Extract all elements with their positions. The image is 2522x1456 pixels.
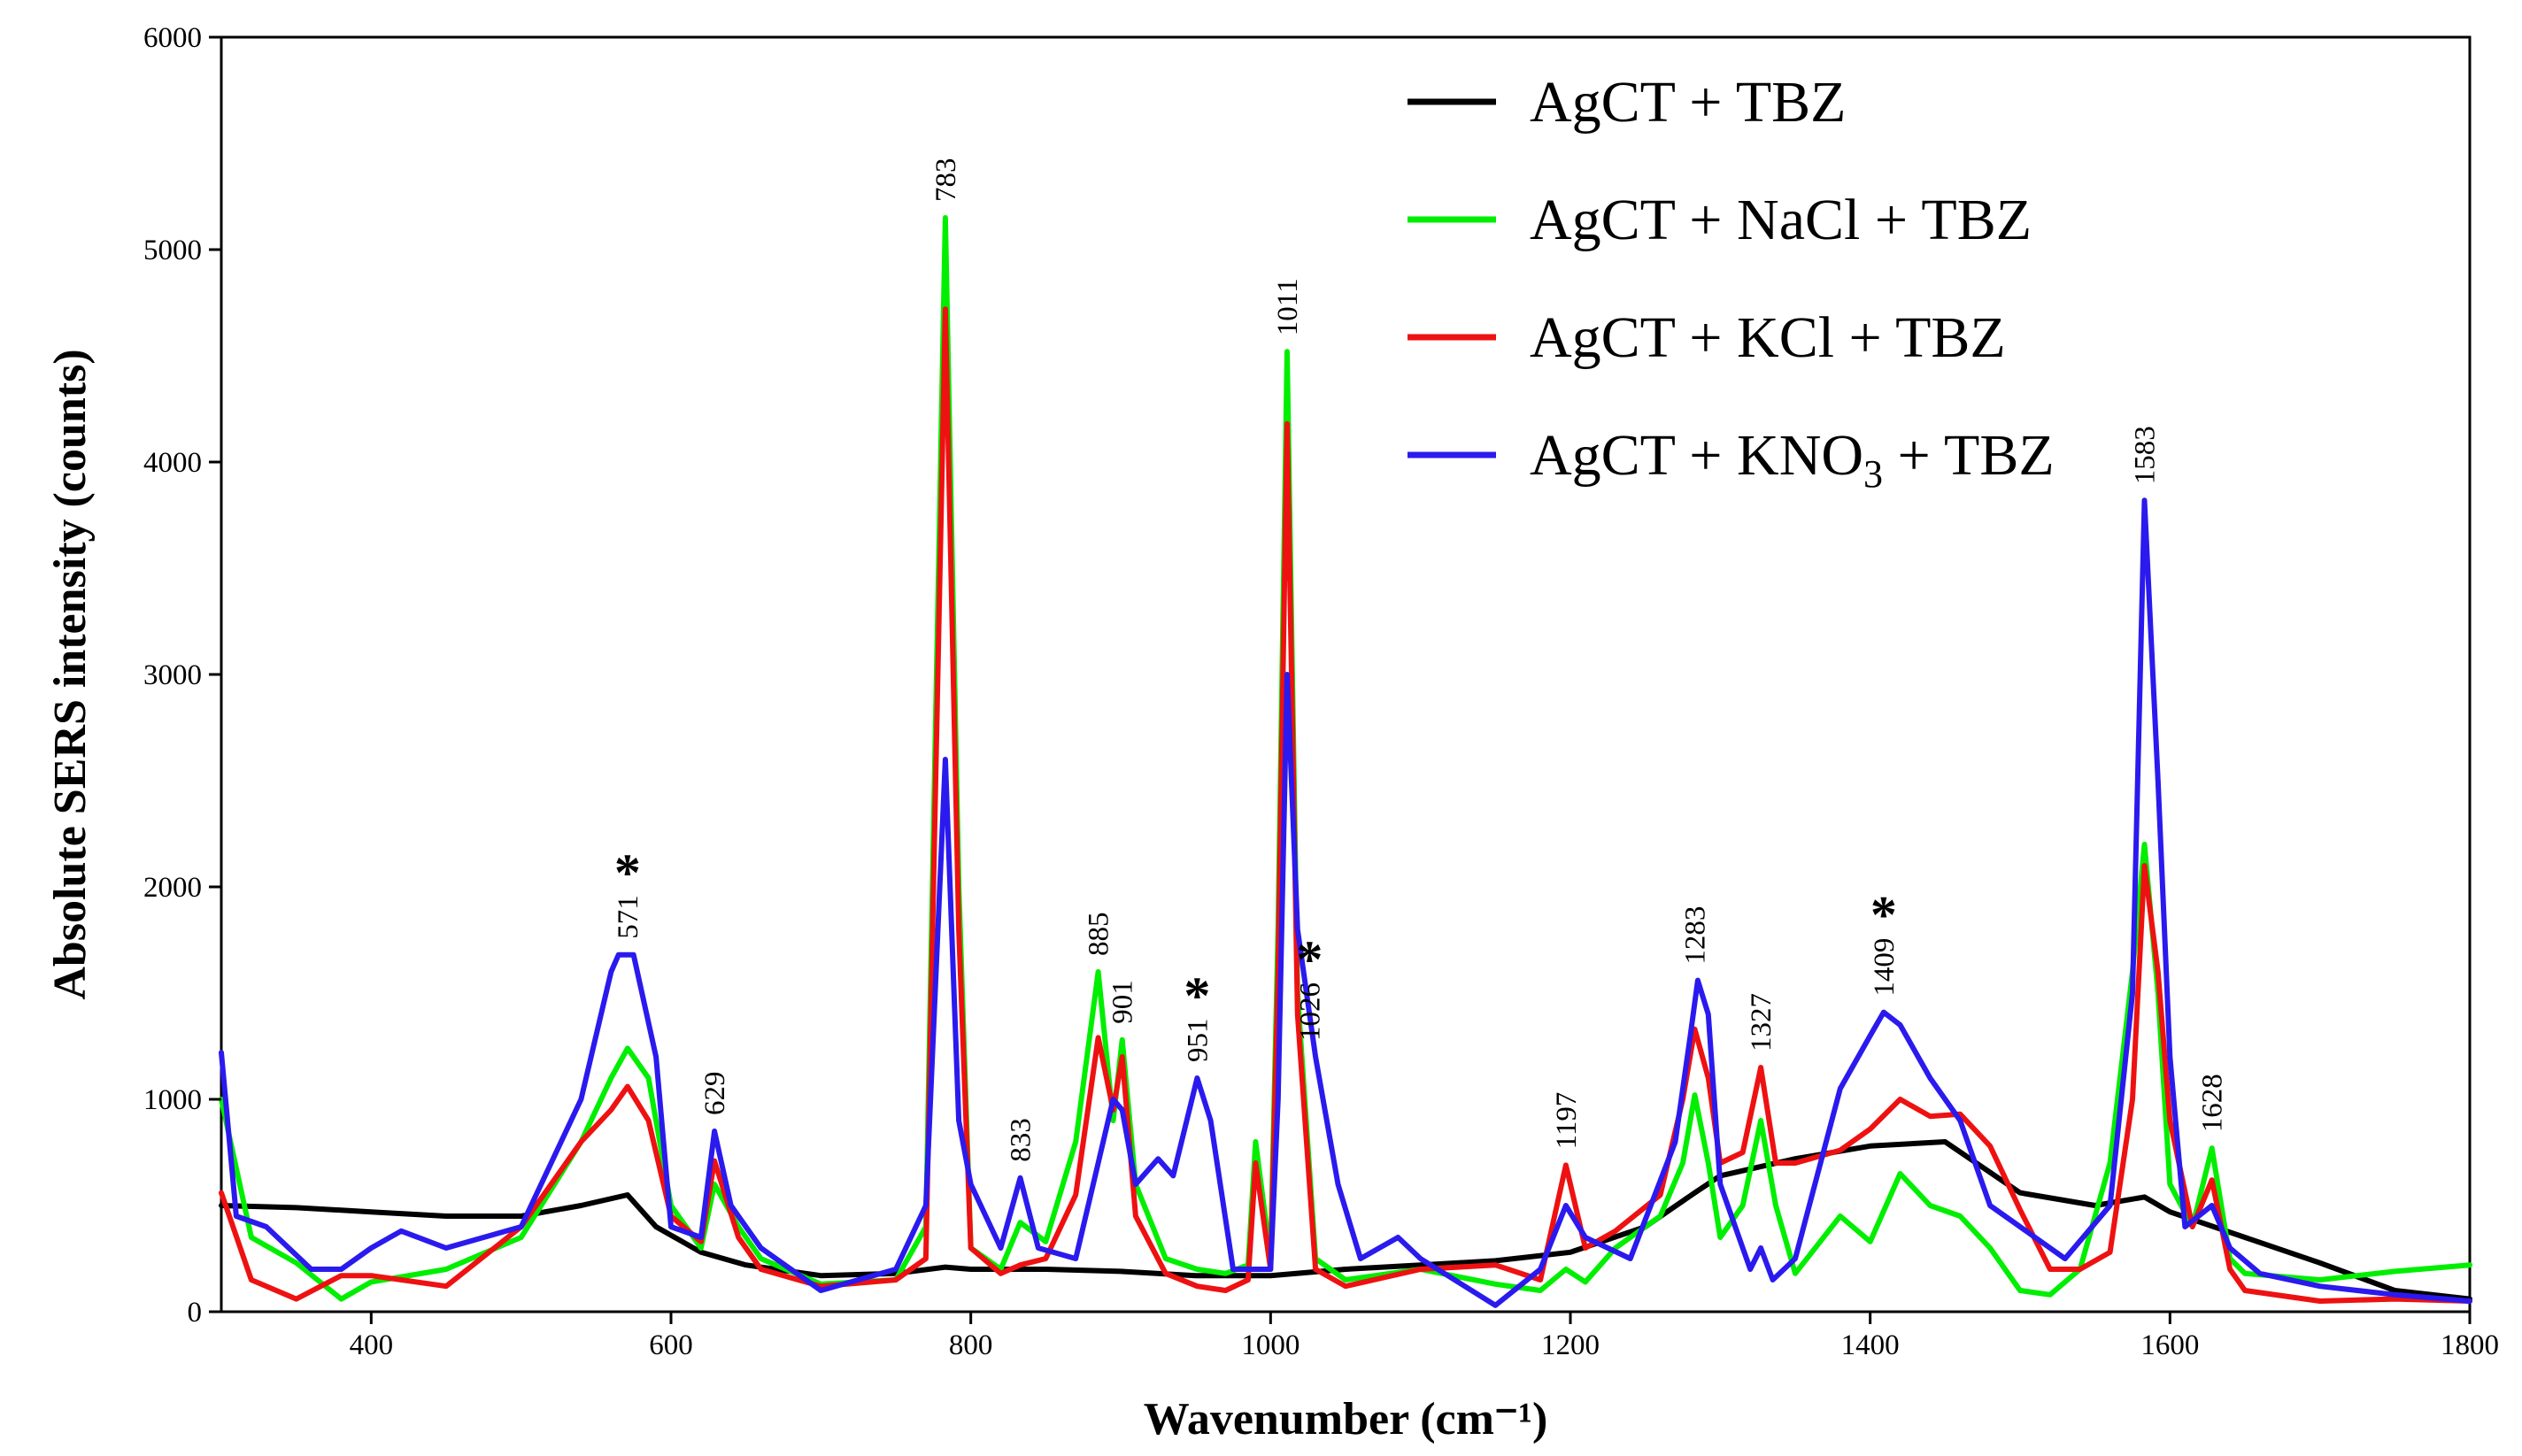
- legend: AgCT + TBZ AgCT + NaCl + TBZ AgCT + KCl + …: [1408, 70, 2055, 496]
- peak-label-1197: 1197: [1551, 1092, 1583, 1150]
- peak-label-901: 901: [1107, 980, 1139, 1024]
- legend-label-2: AgCT + KCl + TBZ: [1530, 305, 2006, 370]
- peak-label-571: 571: [613, 895, 644, 939]
- peak-label-783: 783: [930, 158, 962, 203]
- series-line-0: [219, 1139, 2472, 1302]
- peak-star-1026: *: [1296, 930, 1323, 989]
- legend-label-0: AgCT + TBZ: [1530, 70, 1847, 135]
- x-tick-label: 1000: [1241, 1329, 1300, 1361]
- y-axis-title: Absolute SERS intensity (counts): [45, 349, 96, 999]
- peak-star-1409: *: [1870, 886, 1897, 944]
- peak-label-1583: 1583: [2130, 426, 2162, 484]
- x-tick-label: 1800: [2441, 1329, 2499, 1361]
- series-line-3: [219, 497, 2472, 1308]
- series-line-2: [219, 306, 2472, 1304]
- series-line-1: [219, 215, 2472, 1302]
- x-tick-label: 1200: [1541, 1329, 1600, 1361]
- x-tick-label: 1400: [1841, 1329, 1900, 1361]
- legend-label-1: AgCT + NaCl + TBZ: [1530, 188, 2032, 252]
- peak-star-571: *: [614, 844, 641, 902]
- x-tick-label: 400: [350, 1329, 394, 1361]
- peak-label-1026: 1026: [1294, 982, 1326, 1041]
- y-tick-label: 0: [188, 1297, 203, 1329]
- y-tick-label: 4000: [143, 447, 202, 479]
- peak-label-629: 629: [699, 1072, 731, 1116]
- peak-star-951: *: [1184, 967, 1210, 1025]
- x-axis: 400 600 800 1000 1200 1400 1600 1800: [350, 1312, 2499, 1361]
- peak-label-1283: 1283: [1680, 906, 1712, 965]
- x-tick-label: 600: [649, 1329, 693, 1361]
- y-axis: 0 1000 2000 3000 4000 5000 6000: [143, 22, 221, 1329]
- y-tick-label: 5000: [143, 235, 202, 266]
- plot-frame: [220, 35, 2472, 1313]
- x-tick-label: 1600: [2140, 1329, 2199, 1361]
- peak-label-1327: 1327: [1746, 993, 1778, 1052]
- y-tick-label: 3000: [143, 659, 202, 691]
- peak-label-951: 951: [1182, 1019, 1214, 1063]
- y-tick-label: 1000: [143, 1084, 202, 1116]
- series-layer: [219, 215, 2472, 1308]
- legend-label-3: AgCT + KNO3 + TBZ: [1530, 423, 2055, 496]
- x-tick-label: 800: [949, 1329, 993, 1361]
- peak-label-885: 885: [1084, 913, 1115, 957]
- peak-label-833: 833: [1006, 1118, 1037, 1162]
- peak-label-1409: 1409: [1869, 938, 1901, 997]
- x-axis-title: Wavenumber (cm⁻¹): [1144, 1394, 1548, 1444]
- y-tick-label: 6000: [143, 22, 202, 54]
- y-tick-label: 2000: [143, 872, 202, 904]
- peak-label-1011: 1011: [1272, 278, 1304, 335]
- peak-label-1628: 1628: [2197, 1074, 2229, 1132]
- peak-labels: 571*629783833885901951*10111026*11971283…: [613, 158, 2229, 1162]
